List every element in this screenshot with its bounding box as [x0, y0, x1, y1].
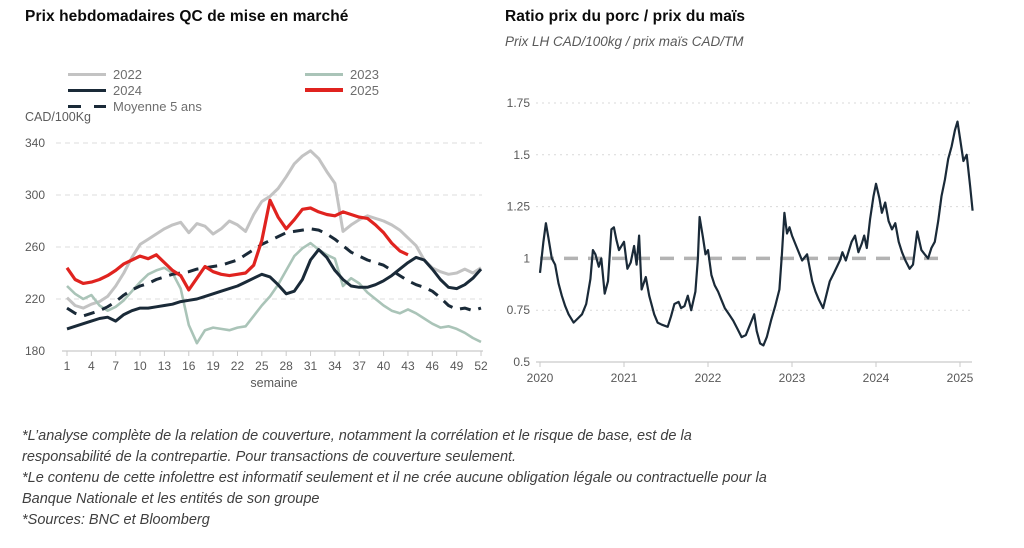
legend-swatch	[68, 104, 106, 108]
x-tick-label: 4	[88, 359, 95, 373]
x-tick-label: 2020	[527, 371, 554, 385]
x-tick-label: 25	[255, 359, 269, 373]
x-tick-label: 2022	[695, 371, 722, 385]
y-tick-label: 260	[25, 240, 45, 254]
x-tick-label: 43	[401, 359, 415, 373]
footnotes: *L’analyse complète de la relation de co…	[22, 426, 767, 531]
footnote-line: Banque Nationale et les entités de son g…	[22, 491, 320, 507]
y-tick-label: 340	[25, 136, 45, 150]
x-tick-label: 7	[112, 359, 119, 373]
x-tick-label: 31	[304, 359, 318, 373]
x-axis-label: semaine	[250, 376, 297, 390]
legend-label: 2022	[113, 66, 142, 82]
legend-swatch	[305, 72, 343, 76]
footnote-line: *Sources: BNC et Bloomberg	[22, 512, 210, 528]
legend-swatch	[305, 88, 343, 92]
x-tick-label: 40	[377, 359, 391, 373]
legend-item-2023: 2023	[305, 66, 379, 82]
right-chart-subtitle: Prix LH CAD/100kg / prix maïs CAD/TM	[505, 34, 744, 49]
legend-label: 2024	[113, 82, 142, 98]
left-chart-legend-column-2: 2023 2025	[305, 66, 379, 98]
y-tick-label: 1.75	[507, 96, 531, 110]
legend-label: Moyenne 5 ans	[113, 98, 202, 114]
weekly-price-chart-canvas: 340 300 260 220 180 1 4 7 10 13 16 19 22 25 28 31 34 37 40…	[25, 136, 488, 390]
legend-swatch	[68, 88, 106, 92]
x-tick-label: 10	[133, 359, 147, 373]
y-tick-label: 300	[25, 188, 45, 202]
footnote-line: responsabilité de la contrepartie. Pour …	[22, 449, 517, 465]
y-tick-label: 1.5	[513, 148, 530, 162]
x-tick-label: 2021	[611, 371, 638, 385]
y-tick-label: 180	[25, 344, 45, 358]
series-line-ratio	[538, 120, 974, 347]
y-tick-label: 1.25	[507, 200, 531, 214]
x-tick-label: 2023	[779, 371, 806, 385]
series-line-2025	[65, 198, 409, 292]
x-tick-label: 28	[280, 359, 294, 373]
footnote-line: *L’analyse complète de la relation de co…	[22, 428, 692, 444]
x-tick-label: 13	[158, 359, 172, 373]
y-tick-label: 0.75	[507, 303, 531, 317]
x-tick-label: 22	[231, 359, 245, 373]
series-line-moyenne-5-ans	[66, 227, 482, 318]
legend-item-moyenne-5-ans: Moyenne 5 ans	[68, 98, 202, 114]
x-tick-label: 16	[182, 359, 196, 373]
y-tick-label: 220	[25, 292, 45, 306]
series-line-2024	[66, 248, 483, 331]
x-tick-label: 37	[353, 359, 367, 373]
ratio-chart-canvas: 1.75 1.5 1.25 1 0.75 0.5 2020 2021 2022 2023 2024 2…	[507, 96, 974, 385]
x-tick-label: 49	[450, 359, 464, 373]
y-tick-label: 0.5	[513, 355, 530, 369]
legend-label: 2023	[350, 66, 379, 82]
footnote-line: *Le contenu de cette infolettre est info…	[22, 470, 767, 486]
right-chart-title: Ratio prix du porc / prix du maïs	[505, 8, 746, 25]
legend-swatch	[68, 72, 106, 76]
x-tick-label: 1	[64, 359, 71, 373]
left-chart-legend-column-1: 2022 2024 Moyenne 5 ans	[68, 66, 202, 114]
legend-item-2025: 2025	[305, 82, 379, 98]
legend-item-2022: 2022	[68, 66, 202, 82]
series-line-2022	[65, 149, 482, 310]
legend-item-2024: 2024	[68, 82, 202, 98]
x-tick-label: 46	[426, 359, 440, 373]
y-tick-label: 1	[523, 251, 530, 265]
legend-label: 2025	[350, 82, 379, 98]
left-chart-unit-label: CAD/100Kg	[25, 110, 92, 124]
x-tick-label: 2025	[947, 371, 974, 385]
left-chart-title: Prix hebdomadaires QC de mise en marché	[25, 8, 349, 25]
x-tick-label: 2024	[863, 371, 890, 385]
x-tick-label: 34	[328, 359, 342, 373]
x-tick-label: 19	[206, 359, 220, 373]
x-tick-label: 52	[474, 359, 488, 373]
